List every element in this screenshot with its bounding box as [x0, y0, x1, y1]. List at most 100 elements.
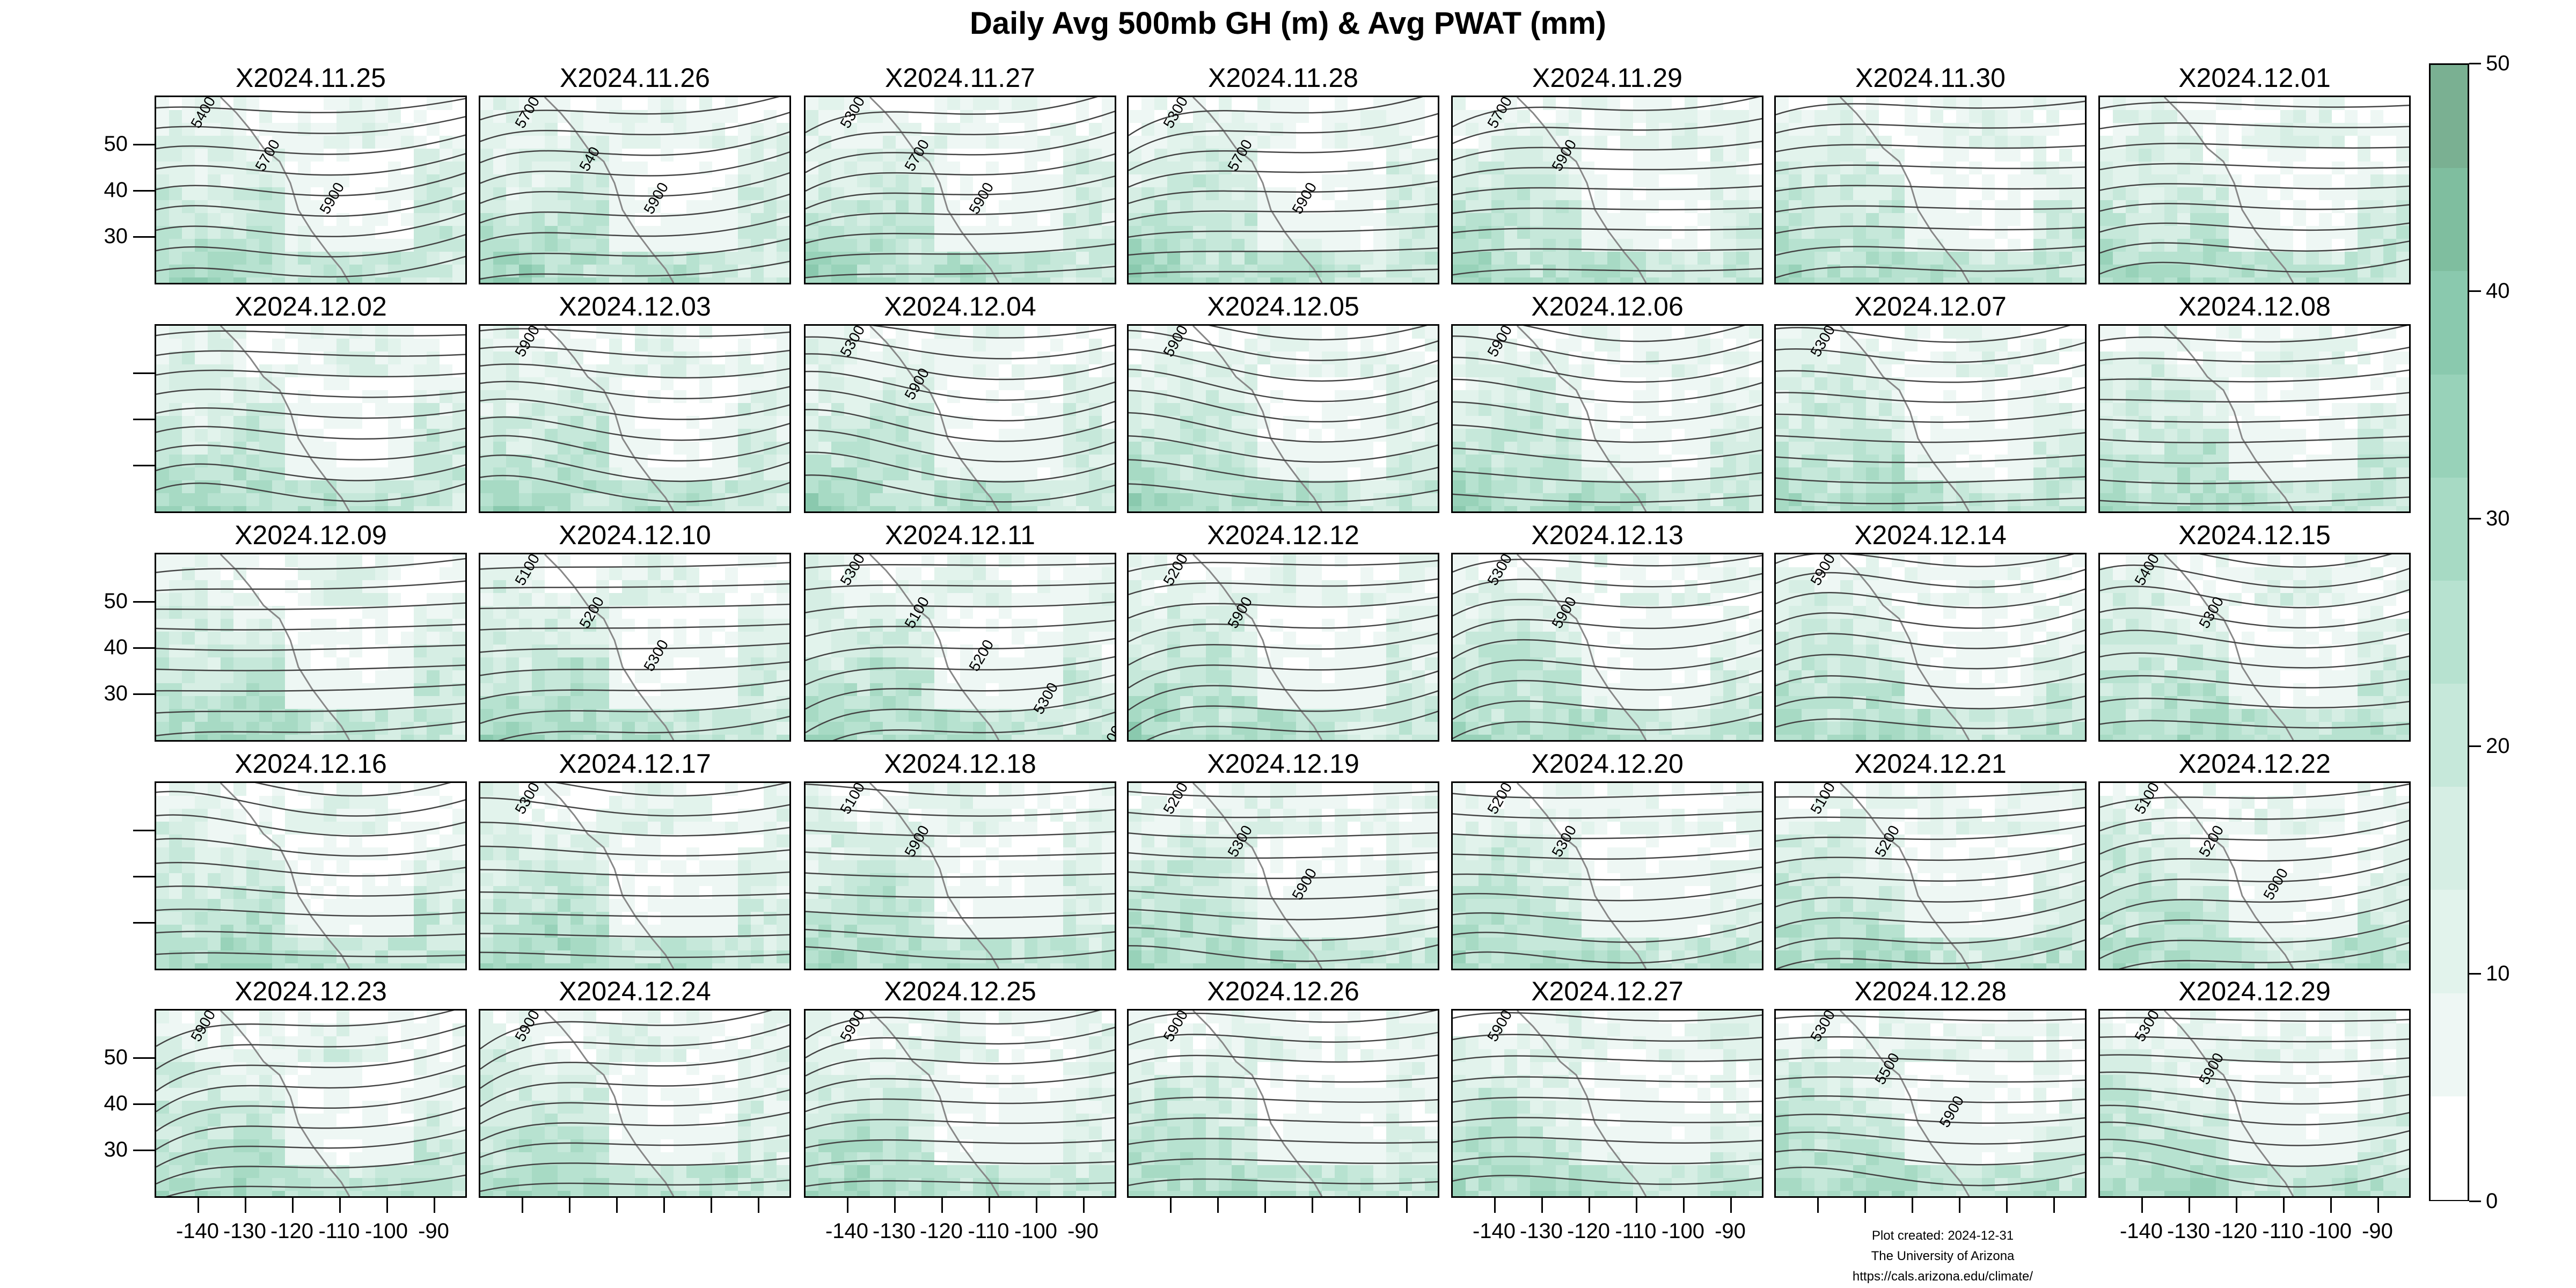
pwat-cell — [1335, 213, 1348, 226]
panel-date-title: X2024.11.26 — [560, 63, 710, 93]
pwat-cell — [686, 377, 699, 390]
pwat-cell — [1827, 364, 1840, 377]
gh-contour — [1776, 185, 2085, 192]
pwat-cell — [674, 364, 686, 377]
pwat-cell — [2267, 252, 2280, 265]
pwat-cell — [2332, 187, 2345, 200]
pwat-cell — [1089, 123, 1102, 136]
pwat-cell — [545, 239, 558, 252]
pwat-cell — [169, 162, 182, 174]
pwat-cell — [1749, 174, 1762, 187]
pwat-cell — [1982, 226, 1995, 239]
pwat-cell — [1943, 403, 1956, 416]
pwat-cell — [272, 493, 285, 506]
pwat-cell — [208, 187, 221, 200]
pwat-cell — [2151, 326, 2164, 339]
pwat-cell — [960, 403, 973, 416]
pwat-cell — [1425, 187, 1438, 200]
gh-contour — [1453, 163, 1762, 178]
pwat-cell — [1620, 174, 1633, 187]
pwat-cell — [2046, 252, 2059, 265]
pwat-cell — [1129, 187, 1141, 200]
pwat-cell — [1930, 187, 1943, 200]
map-svg: 5300 — [1776, 326, 2085, 511]
pwat-cell — [764, 265, 777, 277]
pwat-cell — [208, 239, 221, 252]
pwat-cell — [831, 110, 844, 123]
pwat-cell — [2203, 200, 2216, 213]
pwat-cell — [1322, 277, 1335, 283]
pwat-cell — [1582, 416, 1594, 429]
pwat-cell — [2332, 226, 2345, 239]
pwat-cell — [1232, 110, 1245, 123]
pwat-cell — [1206, 252, 1219, 265]
gh-contour — [806, 175, 1115, 210]
pwat-cell — [1646, 252, 1659, 265]
pwat-cell — [1659, 97, 1672, 110]
pwat-cell — [1024, 110, 1037, 123]
pwat-cell — [1141, 200, 1154, 213]
pwat-cell — [712, 339, 725, 352]
pwat-cell — [272, 352, 285, 364]
pwat-cell — [233, 390, 246, 403]
pwat-cell — [661, 442, 674, 455]
pwat-cell — [1633, 377, 1646, 390]
pwat-cell — [1089, 277, 1102, 283]
pwat-gh-map — [1774, 96, 2087, 284]
pwat-cell — [777, 226, 789, 239]
pwat-cell — [2293, 213, 2306, 226]
pwat-cell — [1723, 187, 1736, 200]
pwat-cell — [1672, 136, 1685, 149]
pwat-cell — [2255, 277, 2267, 283]
pwat-cell — [1556, 110, 1569, 123]
pwat-cell — [1995, 226, 2008, 239]
pwat-cell — [1479, 252, 1491, 265]
pwat-cell — [221, 390, 233, 403]
pwat-cell — [2021, 377, 2033, 390]
pwat-cell — [973, 493, 986, 506]
pwat-cell — [1102, 352, 1115, 364]
pwat-cell — [909, 390, 921, 403]
pwat-cell — [493, 277, 506, 283]
pwat-cell — [934, 265, 947, 277]
pwat-cell — [2033, 252, 2046, 265]
pwat-cell — [831, 213, 844, 226]
map-panel: X2024.11.30 — [1774, 63, 2087, 284]
pwat-cell — [870, 265, 883, 277]
pwat-cell — [1802, 110, 1814, 123]
pwat-cell — [648, 377, 661, 390]
pwat-cell — [1710, 506, 1723, 511]
pwat-cell — [375, 110, 388, 123]
pwat-cell — [2059, 174, 2072, 187]
pwat-cell — [1569, 252, 1582, 265]
pwat-cell — [1012, 429, 1024, 442]
pwat-cell — [493, 455, 506, 467]
pwat-cell — [1348, 277, 1360, 283]
pwat-cell — [661, 174, 674, 187]
pwat-cell — [1956, 326, 1969, 339]
pwat-cell — [1982, 416, 1995, 429]
pwat-cell — [934, 136, 947, 149]
pwat-cell — [480, 326, 493, 339]
pwat-cell — [2345, 123, 2358, 136]
pwat-cell — [1594, 339, 1607, 352]
pwat-cell — [2177, 123, 2190, 136]
pwat-cell — [635, 326, 648, 339]
pwat-cell — [2046, 265, 2059, 277]
pwat-cell — [831, 442, 844, 455]
pwat-cell — [1154, 390, 1167, 403]
pwat-cell — [506, 506, 519, 511]
pwat-cell — [2267, 200, 2280, 213]
pwat-cell — [1697, 110, 1710, 123]
pwat-cell — [401, 506, 414, 511]
pwat-cell — [1633, 339, 1646, 352]
pwat-cell — [1167, 200, 1180, 213]
pwat-cell — [921, 377, 934, 390]
pwat-cell — [1918, 377, 1930, 390]
pwat-cell — [1309, 97, 1322, 110]
pwat-cell — [622, 416, 635, 429]
pwat-cell — [1309, 403, 1322, 416]
pwat-cell — [1892, 506, 1905, 511]
pwat-cell — [1905, 123, 1918, 136]
pwat-cell — [1129, 326, 1141, 339]
